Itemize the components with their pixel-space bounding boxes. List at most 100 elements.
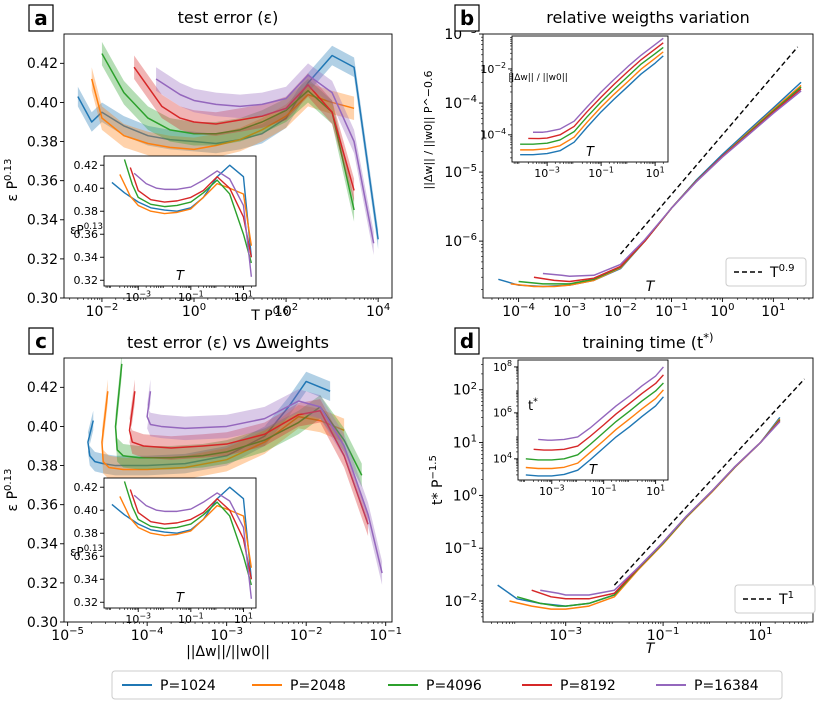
y-tick-label: 0.40 (74, 504, 99, 517)
panel-badge-b: b (454, 4, 480, 32)
band-P=1024 (77, 45, 379, 250)
band-P=4096 (115, 358, 362, 488)
series-P=16384 (533, 37, 664, 133)
y-tick-label: 0.40 (27, 419, 58, 435)
y-tick-label: 0.34 (27, 213, 58, 229)
reference-line (613, 378, 805, 586)
panel-letter: c (35, 329, 47, 353)
series-P=16384 (540, 421, 781, 596)
plot-area (512, 36, 668, 162)
x-tick-label: 10−3 (210, 626, 243, 644)
frame (103, 155, 257, 287)
x-tick-label: 10−1 (178, 611, 204, 626)
series-P=2048 (525, 389, 664, 470)
series-P=2048 (101, 391, 345, 471)
series-P=2048 (119, 496, 253, 568)
reference-line (619, 46, 799, 255)
y-tick-label: 0.36 (27, 498, 58, 514)
y-tick-label: 0.36 (74, 550, 99, 563)
legend-label: P=2048 (290, 678, 346, 694)
series-P=8192 (129, 489, 253, 580)
x-axis-label: ||Δw||/||w0|| (186, 644, 270, 660)
series-P=1024 (520, 55, 664, 156)
y-tick-label: 0.32 (74, 596, 99, 609)
panel-badge-box (454, 4, 480, 32)
inset-y-label: t* (528, 397, 538, 414)
x-tick-label: 10−1 (178, 289, 204, 304)
y-tick-label: 0.42 (74, 481, 99, 494)
y-tick-label: 0.38 (27, 458, 58, 474)
inset-y-label: εP0.13 (70, 544, 103, 559)
x-tick-label: 101 (646, 483, 665, 498)
y-tick-label: 0.32 (27, 576, 58, 592)
reference-legend (734, 584, 816, 614)
series-P=8192 (128, 391, 369, 525)
series-P=4096 (123, 481, 253, 586)
series-P=4096 (123, 159, 253, 264)
x-tick-label: 10−1 (369, 626, 402, 644)
x-tick-label: 10−3 (553, 302, 586, 320)
band-P=8192 (134, 55, 355, 203)
series-P=4096 (525, 382, 664, 461)
series-P=2048 (90, 78, 355, 151)
series-P=8192 (133, 66, 355, 191)
x-tick-label: 10−4 (502, 302, 535, 320)
x-tick-label: 10−2 (604, 302, 637, 320)
legend-label: P=4096 (426, 678, 482, 694)
band-P=8192 (129, 379, 369, 536)
y-tick-label: 104 (493, 451, 512, 466)
panel-letter: b (460, 6, 474, 30)
x-axis-label: T (646, 641, 656, 657)
series-P=2048 (520, 51, 664, 151)
inset-x-label: T (589, 463, 598, 478)
y-tick-label: 0.42 (27, 380, 58, 396)
y-axis-label: ε P0.13 (3, 469, 21, 512)
frame (63, 33, 393, 299)
series-P=1024 (525, 396, 664, 477)
x-tick-label: 10−1 (655, 302, 688, 320)
y-tick-label: 10−6 (444, 232, 477, 250)
y-tick-label: 0.40 (74, 182, 99, 195)
series-P=16384 (538, 366, 664, 441)
y-tick-label: 0.38 (74, 205, 99, 218)
x-tick-label: 10−1 (591, 483, 617, 498)
plot-body (525, 366, 664, 477)
panel-badge-d: d (454, 327, 480, 355)
y-tick-label: 10−2 (444, 592, 477, 610)
x-axis-label: T P0.6 (250, 306, 288, 324)
band-P=16384 (156, 63, 374, 255)
series-P=16384 (133, 492, 253, 599)
series-P=1024 (111, 164, 253, 258)
y-tick-label: 0.40 (27, 95, 58, 111)
y-tick-label: 10−1 (444, 539, 477, 557)
inset-x-label: T (586, 145, 595, 160)
x-tick-label: 10−1 (588, 165, 614, 180)
frame (63, 357, 393, 623)
x-tick-label: 10−3 (539, 483, 565, 498)
panel-title: relative weigths variation (546, 8, 750, 27)
x-axis-label: T (646, 279, 656, 295)
y-axis-label: ε P0.13 (3, 159, 21, 202)
plot-body (520, 37, 664, 156)
inset-a: 10−3 10−1 101 0.32 0.34 0.36 0.38 0.40 0.42 TεP0.… (70, 155, 257, 304)
x-tick-label: 10−3 (125, 289, 151, 304)
y-tick-label: 0.34 (74, 573, 99, 586)
y-tick-label: 0.30 (27, 615, 58, 631)
frame (103, 477, 257, 609)
plot-body (498, 46, 802, 288)
x-tick-label: 10−2 (290, 626, 323, 644)
x-tick-label: 101 (748, 626, 772, 644)
x-tick-label: 101 (234, 289, 253, 304)
series-P=16384 (146, 391, 383, 574)
plot-body (111, 481, 253, 599)
y-tick-label: 0.42 (74, 159, 99, 172)
panel-title: test error (ε) (178, 8, 279, 27)
series-P=8192 (129, 167, 253, 258)
inset-d: 10−3 10−1 101 104 106 108 Tt* (493, 359, 669, 498)
x-tick-label: 101 (646, 165, 665, 180)
inset-b: 10−3 10−1 101 10−4 10−2 T ||Δw|| / ||w0|| (480, 35, 669, 180)
y-axis-label: t* P−1.5 (428, 455, 446, 505)
y-tick-label: 10−4 (444, 94, 477, 112)
y-tick-label: 101 (453, 434, 477, 452)
y-tick-label: 0.34 (74, 251, 99, 264)
